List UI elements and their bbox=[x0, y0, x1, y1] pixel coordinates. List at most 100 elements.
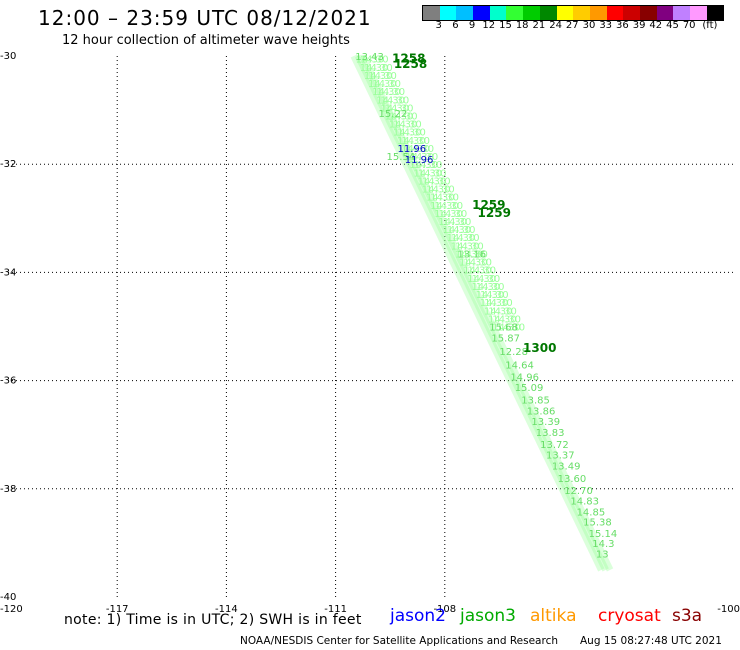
lat-tick-label: -38 bbox=[0, 484, 16, 495]
colorbar-swatch bbox=[539, 6, 557, 20]
colorbar-label: 70 bbox=[682, 20, 696, 31]
wave-height-label: 13.39 bbox=[531, 417, 560, 428]
satellite-track-line bbox=[355, 54, 609, 572]
credit-text: NOAA/NESDIS Center for Satellite Applica… bbox=[240, 635, 558, 647]
colorbar-label: 33 bbox=[599, 20, 613, 31]
wave-height-label: 15.38 bbox=[583, 517, 612, 528]
colorbar-label: 18 bbox=[515, 20, 529, 31]
wave-height-label: 15.68 bbox=[489, 323, 518, 334]
track-fill-label: 14.30 bbox=[405, 152, 434, 163]
wave-height-label: 14.96 bbox=[510, 372, 539, 383]
wave-height-label: 15.87 bbox=[491, 333, 520, 344]
wave-height-label: 15.14 bbox=[589, 529, 618, 540]
wave-height-label: 13.86 bbox=[527, 406, 556, 417]
track-fill-label: 14.30 bbox=[418, 176, 447, 187]
jason2-wave-label: 11.96 bbox=[405, 155, 434, 166]
colorbar-label: 30 bbox=[582, 20, 596, 31]
track-fill-label: 14.30 bbox=[422, 176, 451, 187]
colorbar-swatch bbox=[623, 6, 640, 20]
colorbar-label: 39 bbox=[632, 20, 646, 31]
track-fill-label: 14.30 bbox=[459, 249, 488, 260]
track-fill-label: 14.30 bbox=[401, 144, 430, 155]
colorbar-label: 21 bbox=[532, 20, 546, 31]
wave-height-label: 13.60 bbox=[558, 474, 587, 485]
track-fill-label: 14.30 bbox=[468, 266, 497, 277]
colorbar-label: 24 bbox=[549, 20, 562, 31]
track-fill-label: 14.30 bbox=[451, 241, 480, 252]
pass-time-label: 1259 bbox=[478, 206, 511, 220]
wave-height-label: 13.16 bbox=[458, 249, 487, 260]
track-fill-label: 14.30 bbox=[463, 258, 492, 269]
wave-height-label: 15.22 bbox=[379, 109, 408, 120]
wave-height-label: 12.70 bbox=[564, 486, 593, 497]
track-fill-label: 14.30 bbox=[471, 282, 500, 293]
wave-height-label: 13.83 bbox=[536, 428, 565, 439]
wave-height-colorbar bbox=[422, 5, 725, 21]
track-fill-label: 14.30 bbox=[368, 71, 397, 82]
colorbar-swatch bbox=[673, 6, 690, 20]
track-fill-label: 14.30 bbox=[360, 63, 389, 74]
colorbar-label: 42 bbox=[649, 20, 663, 31]
lon-tick-label: -117 bbox=[106, 604, 129, 615]
track-fill-label: 14.30 bbox=[414, 160, 443, 171]
track-fill-label: 14.30 bbox=[401, 136, 430, 147]
wave-height-label: 12.28 bbox=[499, 347, 528, 358]
track-fill-label: 14.30 bbox=[434, 209, 463, 220]
colorbar-swatch bbox=[439, 6, 457, 20]
colorbar-swatch bbox=[639, 6, 657, 20]
wave-height-labels: 14.3014.3014.3014.3014.3014.3014.3014.30… bbox=[355, 52, 617, 561]
track-fill-label: 14.30 bbox=[397, 136, 426, 147]
track-fill-label: 14.30 bbox=[496, 323, 525, 334]
colorbar-swatch bbox=[606, 6, 624, 20]
track-fill-label: 14.30 bbox=[492, 314, 521, 325]
colorbar-swatch bbox=[523, 6, 540, 20]
track-fill-label: 14.30 bbox=[380, 103, 409, 114]
wave-height-label: 15.09 bbox=[515, 383, 544, 394]
wave-height-label: 13.37 bbox=[546, 451, 575, 462]
satellite-track-line bbox=[359, 54, 614, 572]
map-grid bbox=[8, 56, 736, 597]
track-fill-label: 14.30 bbox=[372, 79, 401, 90]
wave-height-label: 14.85 bbox=[577, 508, 606, 519]
wave-height-label: 14.64 bbox=[505, 360, 534, 371]
wave-height-label: 14.83 bbox=[570, 497, 599, 508]
colorbar-swatch bbox=[423, 6, 440, 20]
track-fill-label: 14.30 bbox=[472, 274, 501, 285]
track-fill-label: 14.30 bbox=[418, 168, 447, 179]
colorbar-swatch bbox=[589, 6, 607, 20]
track-fill-label: 14.30 bbox=[480, 290, 509, 301]
colorbar-swatch bbox=[473, 6, 490, 20]
track-fill-label: 14.30 bbox=[389, 120, 418, 131]
lat-tick-label: -40 bbox=[0, 592, 16, 603]
colorbar-swatch bbox=[573, 6, 590, 20]
track-fill-label: 14.30 bbox=[463, 266, 492, 277]
track-fill-label: 14.30 bbox=[488, 314, 517, 325]
track-fill-label: 14.30 bbox=[422, 185, 451, 196]
track-fill-label: 14.30 bbox=[451, 233, 480, 244]
track-fill-label: 14.30 bbox=[476, 290, 505, 301]
colorbar-label: (ft) bbox=[702, 20, 718, 31]
track-fill-label: 14.30 bbox=[364, 71, 393, 82]
track-fill-label: 14.30 bbox=[409, 160, 438, 171]
page-subtitle: 12 hour collection of altimeter wave hei… bbox=[62, 33, 350, 48]
map-axes: -120 -117 -114 -111 -108 -100 -30 -32 -34 -36 -38 -… bbox=[0, 51, 740, 615]
lat-tick-label: -36 bbox=[0, 376, 16, 387]
colorbar-swatch bbox=[706, 6, 724, 20]
colorbar-label: 12 bbox=[482, 20, 496, 31]
track-fill-label: 14.30 bbox=[376, 95, 405, 106]
track-fill-label: 14.30 bbox=[484, 298, 513, 309]
track-fill-label: 14.30 bbox=[488, 306, 517, 317]
track-fill-label: 14.30 bbox=[385, 103, 414, 114]
colorbar-label: 15 bbox=[499, 20, 512, 31]
lon-tick-label: -100 bbox=[717, 604, 740, 615]
track-fill-label: 14.30 bbox=[381, 95, 410, 106]
track-fill-label: 14.30 bbox=[430, 193, 459, 204]
satellite-legend-s3a: s3a bbox=[672, 606, 703, 626]
colorbar-label: 45 bbox=[666, 20, 679, 31]
colorbar-swatch bbox=[489, 6, 507, 20]
colorbar-label: 27 bbox=[565, 20, 579, 31]
track-fill-label: 14.30 bbox=[442, 225, 471, 236]
track-fill-label: 14.30 bbox=[455, 241, 484, 252]
track-fill-label: 14.30 bbox=[455, 249, 484, 260]
